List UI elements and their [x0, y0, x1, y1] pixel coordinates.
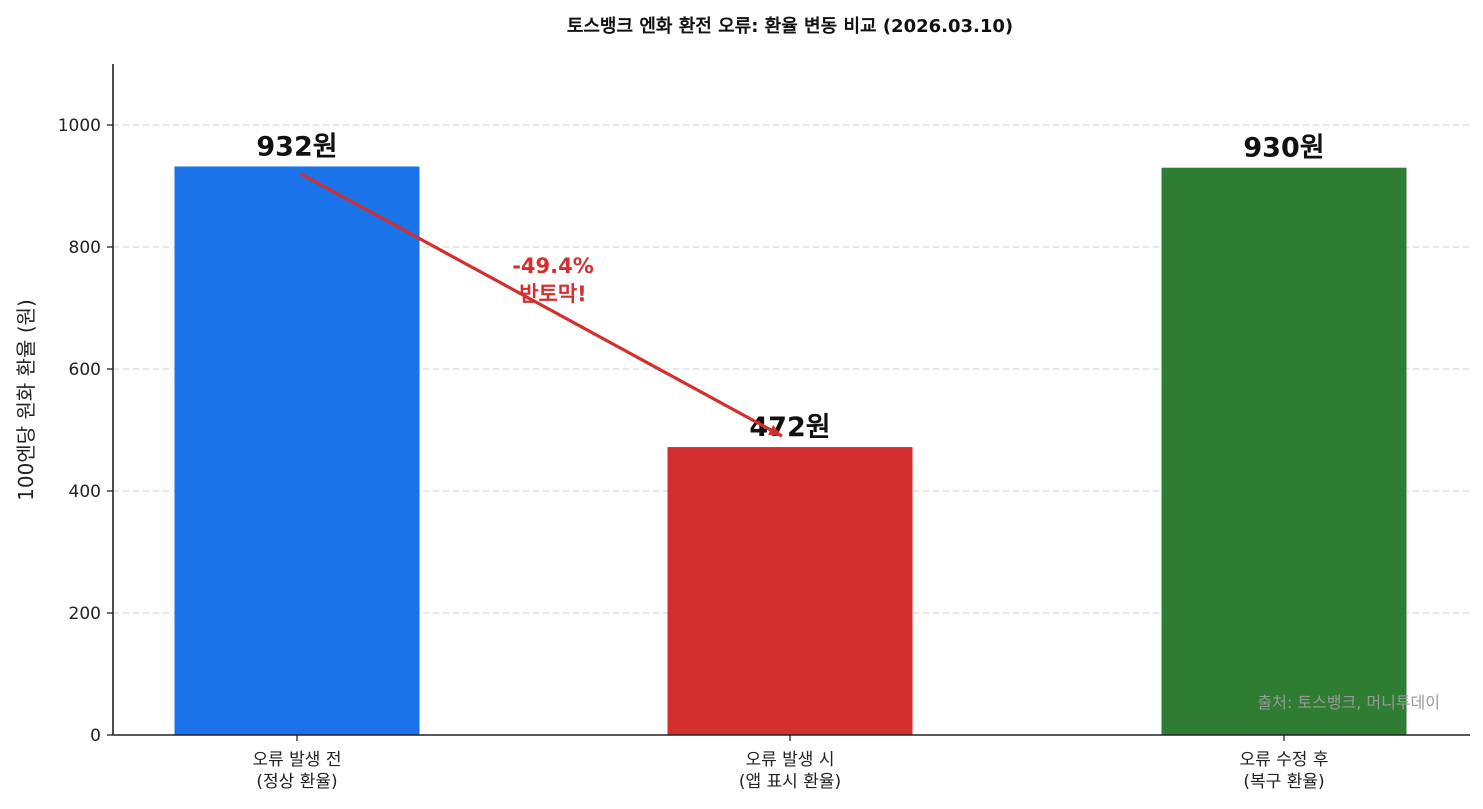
y-tick-label: 200 [69, 604, 101, 624]
change-arrow-line [299, 172, 783, 438]
y-tick-label: 600 [69, 360, 101, 380]
source-note: 출처: 토스뱅크, 머니투데이 [1257, 693, 1440, 712]
data-labels: 932원 472원 930원 [256, 131, 1324, 443]
x-tick-label: 오류 발생 전 [252, 750, 341, 770]
bar-value-label: 932원 [256, 131, 337, 162]
change-annotation: -49.4% 반토막! [299, 172, 783, 438]
change-arrow-head [767, 425, 782, 437]
y-tick-label: 1000 [58, 116, 101, 136]
y-axis-label: 100엔당 원화 환율 (원) [14, 299, 38, 501]
x-tick-label: (복구 환율) [1243, 772, 1324, 792]
bar-value-label: 472원 [749, 412, 830, 443]
change-annotation-text: 반토막! [519, 282, 587, 306]
y-tick-label: 800 [69, 238, 101, 258]
axes: 0 200 400 600 800 1000 오류 발생 전(정상 환율) 오류 발생 시(앱… [58, 64, 1470, 792]
x-tick-label: (앱 표시 환율) [739, 772, 841, 792]
change-annotation-text: -49.4% [512, 254, 594, 278]
x-tick-label: 오류 수정 후 [1239, 750, 1328, 770]
x-tick-label: (정상 환율) [256, 772, 337, 792]
chart-title: 토스뱅크 엔화 환전 오류: 환율 변동 비교 (2026.03.10) [567, 15, 1013, 37]
bar [1161, 167, 1407, 735]
bar [174, 166, 420, 736]
x-tick-label: 오류 발생 시 [745, 750, 834, 770]
bars [174, 166, 1407, 736]
y-tick-label: 0 [90, 726, 101, 746]
y-tick-label: 400 [69, 482, 101, 502]
bar [667, 447, 913, 735]
bar-value-label: 930원 [1243, 133, 1324, 164]
